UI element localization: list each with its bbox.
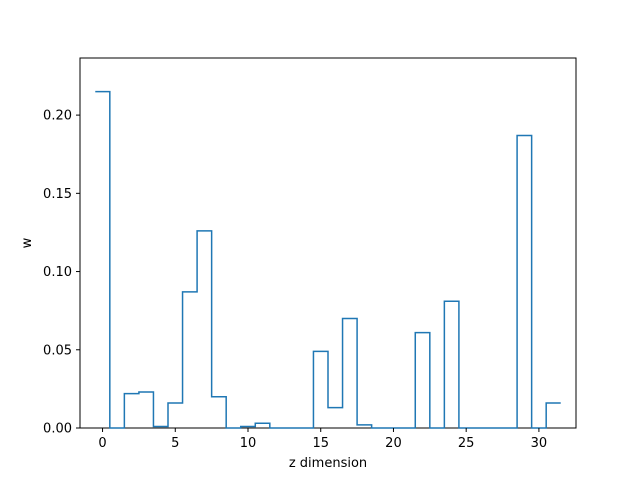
- y-tick-label: 0.15: [43, 187, 72, 202]
- series-layer: [95, 90, 561, 429]
- x-axis-label: z dimension: [289, 456, 367, 471]
- axes-frame: [79, 57, 577, 429]
- x-tick-label: 5: [171, 436, 179, 451]
- y-tick-label: 0.10: [43, 265, 72, 280]
- y-tick-label: 0.05: [43, 343, 72, 358]
- y-tick-label: 0.20: [43, 109, 72, 124]
- x-tick-label: 15: [312, 436, 329, 451]
- x-tick-label: 10: [240, 436, 257, 451]
- y-axis-ticks: 0.00 0.05 0.10 0.15 0.20: [43, 109, 80, 437]
- x-tick-label: 20: [385, 436, 402, 451]
- x-tick-label: 30: [531, 436, 548, 451]
- x-tick-label: 0: [98, 436, 106, 451]
- x-axis-ticks: 0 5 10 15 20 25 30: [98, 428, 547, 451]
- y-axis-label: w: [20, 237, 35, 248]
- plot-area: 0 5 10 15 20 25 30 0.00 0.05 0.10 0.15 0.20: [43, 57, 577, 451]
- x-tick-label: 25: [458, 436, 475, 451]
- series-line: [95, 90, 561, 429]
- y-tick-label: 0.00: [43, 422, 72, 437]
